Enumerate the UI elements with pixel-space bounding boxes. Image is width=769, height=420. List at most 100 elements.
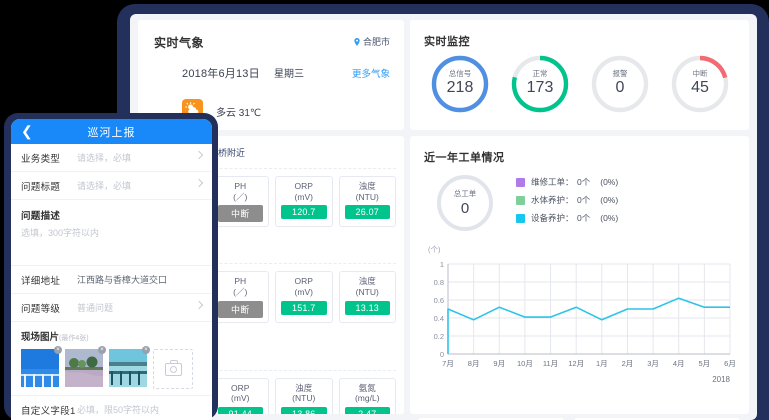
metric-value: 中断 <box>217 300 263 318</box>
field-label: 业务类型 <box>21 153 61 165</box>
remove-photo-icon[interactable]: × <box>98 346 106 354</box>
donut-中断: 中断 45 <box>668 52 732 116</box>
remove-photo-icon[interactable]: × <box>54 346 62 354</box>
description-spacer <box>11 239 212 266</box>
photos-label-text: 现场图片 <box>21 332 60 343</box>
riverbank-photo[interactable]: × <box>65 346 106 387</box>
metric-unit: (mV) <box>294 286 313 297</box>
svg-text:3月: 3月 <box>647 359 659 368</box>
workorder-line-chart: 0 0.2 0.4 0.6 0.8 1 7月 8月 9月 10月 11月 12月 1月 2月 3月 4月 5月 6… <box>424 256 736 384</box>
svg-text:0.8: 0.8 <box>434 278 444 287</box>
monitoring-card: 实时监控 总信号 218 正常 173 报警 0 中断 45 <box>410 20 749 130</box>
field-address[interactable]: 详细地址 江西路与香樟大道交口 <box>11 266 212 294</box>
donut-value: 173 <box>526 79 554 97</box>
field-issue-title[interactable]: 问题标题 请选择，必填 <box>11 172 212 200</box>
donut-正常: 正常 173 <box>508 52 572 116</box>
metric-name: PH <box>234 181 247 191</box>
chevron-left-icon[interactable]: ❮ <box>21 123 33 139</box>
legend-percent: (0%) <box>600 213 619 223</box>
weather-temperature: 31℃ <box>238 108 262 119</box>
svg-text:0.6: 0.6 <box>434 296 444 305</box>
svg-text:0.2: 0.2 <box>434 332 444 341</box>
metric-name: 浊度 <box>295 382 313 393</box>
field-label: 问题等级 <box>21 303 61 315</box>
field-issue-level[interactable]: 问题等级 普通问题 <box>11 294 212 322</box>
bottom-card-right <box>574 418 740 420</box>
metric-name: ORP <box>294 276 313 287</box>
metric-unit: (／) <box>233 191 248 202</box>
workorder-legend: 维修工单： 0个 (0%) 水体养护： 0个 (0%) 设备养护： 0个 (0%) <box>516 176 618 230</box>
metric-value: 2.47 <box>344 406 390 414</box>
metric-unit: (／) <box>233 286 248 297</box>
railing-photo-image <box>21 349 59 387</box>
metric-card[interactable]: ORP (mV) 151.7 <box>275 271 333 323</box>
legend-count: 0个 <box>577 195 591 205</box>
metric-value: 中断 <box>217 205 263 223</box>
metric-card[interactable]: 浊度 (NTU) 13.13 <box>338 271 396 323</box>
photos-hint: (最作4张) <box>59 335 89 342</box>
metric-value: 13.13 <box>344 300 390 315</box>
weather-weekday: 星期三 <box>274 69 304 80</box>
riverbank-photo-image <box>65 349 103 387</box>
svg-text:0.4: 0.4 <box>434 314 444 323</box>
metric-card[interactable]: PH (／) 中断 <box>211 176 269 228</box>
legend-count: 0个 <box>577 177 591 187</box>
donut-name: 中断 <box>692 68 708 78</box>
legend-percent: (0%) <box>600 177 619 187</box>
field-label: 自定义字段1 <box>21 405 76 417</box>
field-custom-1[interactable]: 自定义字段1 必填，限50字符以内 <box>11 396 212 420</box>
line-chart-svg: 0 0.2 0.4 0.6 0.8 1 7月 8月 9月 10月 11月 12月 1月 2月 3月 4月 5月 6… <box>434 260 736 368</box>
donut-name: 正常 <box>532 68 548 78</box>
legend-swatch <box>516 195 525 205</box>
railing-photo[interactable]: × <box>21 346 62 387</box>
donut-value: 218 <box>446 79 474 97</box>
field-label: 问题标题 <box>21 181 61 193</box>
metric-value: 13.86 <box>281 406 327 414</box>
photos-label: 现场图片(最作4张) <box>21 329 202 343</box>
metric-card[interactable]: 氨氮 (mg/L) 2.47 <box>338 377 396 414</box>
metric-name: ORP <box>294 181 313 191</box>
donut-报警: 报警 0 <box>588 52 652 116</box>
svg-text:4月: 4月 <box>673 359 685 368</box>
svg-text:6月: 6月 <box>724 359 736 368</box>
workorder-total-name: 总工单 <box>453 188 477 198</box>
svg-text:1月: 1月 <box>596 359 608 368</box>
weather-condition-text: 多云 <box>216 108 236 119</box>
monitoring-title: 实时监控 <box>424 36 470 48</box>
lake-bridge-photo[interactable]: × <box>109 346 150 387</box>
mobile-titlebar: ❮ 巡河上报 <box>11 119 212 144</box>
metric-name: PH <box>234 276 247 287</box>
metric-card[interactable]: ORP (mV) 120.7 <box>275 176 333 228</box>
weather-more-link[interactable]: 更多气象 <box>351 69 390 80</box>
weather-title: 实时气象 <box>154 36 205 50</box>
svg-text:9月: 9月 <box>493 359 505 368</box>
metric-card[interactable]: ORP (mV) 91.44 <box>211 377 269 414</box>
legend-name: 维修工单： <box>531 177 574 187</box>
donut-value: 45 <box>691 79 709 97</box>
field-placeholder: 普通问题 <box>77 303 114 313</box>
bottom-card-left <box>418 418 564 420</box>
field-issue-description[interactable]: 问题描述 选填，300字符以内 <box>11 200 212 239</box>
metric-card[interactable]: PH (／) 中断 <box>211 271 269 323</box>
workorder-total-label: 总工单 0 <box>434 172 496 234</box>
weather-date: 2018年6月13日 <box>182 68 260 80</box>
metric-unit: (mg/L) <box>354 393 380 404</box>
metric-card[interactable]: 浊度 (NTU) 26.07 <box>338 176 396 228</box>
chevron-right-icon <box>194 150 204 160</box>
weather-city: 合肥市 <box>353 35 390 48</box>
chevron-right-icon <box>194 178 204 188</box>
metric-card[interactable]: 浊度 (NTU) 13.86 <box>275 377 333 414</box>
chevron-right-icon <box>194 300 204 310</box>
remove-photo-icon[interactable]: × <box>142 346 150 354</box>
add-photo-button[interactable] <box>153 349 193 389</box>
svg-text:12月: 12月 <box>568 359 584 368</box>
legend-swatch <box>516 177 525 187</box>
field-placeholder: 选填，300字符以内 <box>21 228 100 238</box>
field-business-type[interactable]: 业务类型 请选择，必填 <box>11 144 212 172</box>
field-placeholder: 请选择，必填 <box>77 181 132 191</box>
station-subtitle <box>155 258 396 265</box>
field-placeholder: 必填，限50字符以内 <box>77 405 160 415</box>
legend-count: 0个 <box>577 213 591 223</box>
metric-name: 氨氮 <box>358 382 376 393</box>
